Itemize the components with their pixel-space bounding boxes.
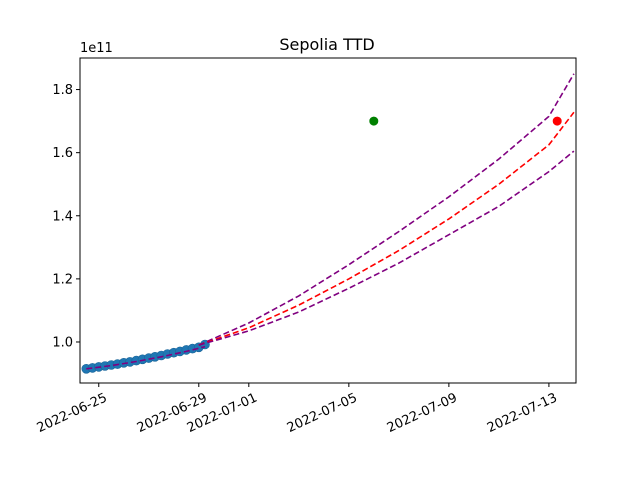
x-tick-label: 2022-07-05 xyxy=(285,390,360,436)
x-tick-label: 2022-06-25 xyxy=(35,390,110,436)
projection-line-4 xyxy=(198,150,575,346)
y-tick-label: 1.4 xyxy=(52,209,73,224)
marker-point-6-0 xyxy=(552,116,562,126)
y-tick-label: 1.0 xyxy=(52,335,73,350)
marker-point-5-0 xyxy=(369,116,379,126)
y-tick-label: 1.6 xyxy=(52,146,73,161)
projection-line-1 xyxy=(86,345,206,370)
x-tick-label: 2022-07-13 xyxy=(485,390,560,436)
y-tick-label: 1.2 xyxy=(52,272,73,287)
projection-line-2 xyxy=(198,73,575,346)
y-axis: 1.0 1.2 1.4 1.6 1.8 xyxy=(52,83,80,350)
projection-line-3 xyxy=(198,111,575,346)
y-tick-label: 1.8 xyxy=(52,83,73,98)
x-tick-label: 2022-07-09 xyxy=(385,390,460,436)
y-offset-label: 1e11 xyxy=(80,41,113,56)
chart-title: Sepolia TTD xyxy=(279,35,374,54)
axes-frame xyxy=(79,57,577,384)
plot-area xyxy=(81,73,575,374)
